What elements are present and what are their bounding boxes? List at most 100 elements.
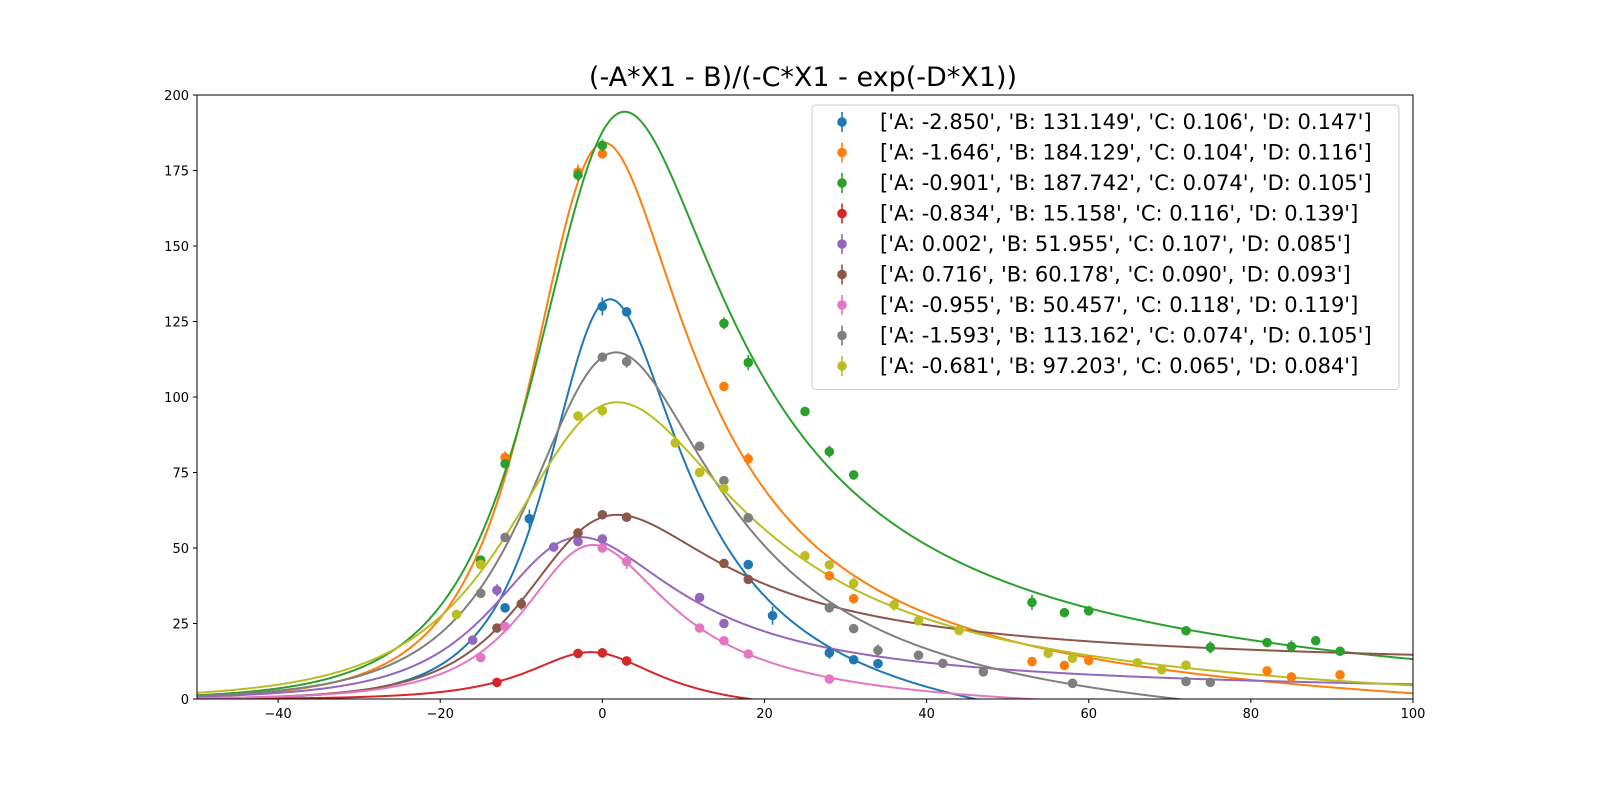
point-marker bbox=[889, 599, 899, 610]
x-tick-label: 0 bbox=[598, 707, 606, 722]
legend-entry: ['A: -0.834', 'B: 15.158', 'C: 0.116', '… bbox=[837, 202, 1358, 226]
point-marker bbox=[873, 645, 883, 656]
data-point bbox=[824, 445, 835, 458]
point-marker bbox=[767, 610, 778, 621]
legend-entry: ['A: -0.681', 'B: 97.203', 'C: 0.065', '… bbox=[837, 354, 1358, 378]
data-point bbox=[1286, 640, 1297, 653]
data-point bbox=[597, 404, 608, 417]
point-marker bbox=[475, 652, 486, 663]
point-marker bbox=[1286, 641, 1297, 652]
point-marker bbox=[597, 405, 608, 416]
data-point bbox=[743, 355, 754, 371]
data-point bbox=[954, 625, 964, 636]
data-point bbox=[1043, 648, 1053, 659]
point-marker bbox=[597, 509, 608, 520]
data-point bbox=[516, 597, 527, 610]
data-point bbox=[500, 532, 510, 543]
legend-label: ['A: 0.716', 'B: 60.178', 'C: 0.090', 'D… bbox=[880, 263, 1351, 287]
data-point bbox=[694, 441, 705, 452]
point-marker bbox=[743, 574, 754, 585]
legend-label: ['A: -0.834', 'B: 15.158', 'C: 0.116', '… bbox=[880, 202, 1358, 226]
data-point bbox=[848, 593, 859, 604]
data-point bbox=[451, 609, 462, 620]
point-marker bbox=[938, 658, 948, 669]
point-marker bbox=[719, 558, 729, 569]
point-marker bbox=[1067, 678, 1078, 689]
point-marker bbox=[800, 406, 810, 417]
point-marker bbox=[1059, 660, 1070, 671]
point-marker bbox=[467, 635, 478, 645]
data-point bbox=[1027, 594, 1037, 610]
data-point bbox=[670, 438, 681, 448]
legend-marker-icon bbox=[837, 300, 847, 310]
y-tick-label: 25 bbox=[172, 618, 189, 633]
data-point bbox=[913, 615, 924, 626]
point-marker bbox=[1262, 666, 1272, 676]
data-point bbox=[1067, 653, 1078, 664]
legend-label: ['A: -2.850', 'B: 131.149', 'C: 0.106', … bbox=[880, 110, 1372, 134]
data-point bbox=[938, 658, 948, 669]
data-point bbox=[492, 677, 502, 688]
data-point bbox=[873, 644, 883, 657]
data-point bbox=[475, 588, 486, 599]
data-point bbox=[621, 355, 632, 368]
x-tick-label: −20 bbox=[426, 707, 453, 722]
data-point bbox=[824, 560, 835, 570]
data-point bbox=[1181, 676, 1191, 687]
legend-entry: ['A: -2.850', 'B: 131.149', 'C: 0.106', … bbox=[837, 110, 1372, 134]
data-point bbox=[548, 542, 559, 552]
point-marker bbox=[1181, 625, 1191, 636]
point-marker bbox=[824, 560, 835, 570]
point-marker bbox=[743, 454, 754, 464]
y-tick-label: 0 bbox=[181, 693, 189, 708]
data-point bbox=[597, 139, 608, 152]
y-axis-ticks: 0 25 50 75 100 125 150 175 200 bbox=[164, 89, 197, 708]
point-marker bbox=[719, 483, 729, 494]
legend-marker-icon bbox=[837, 208, 847, 219]
point-marker bbox=[848, 578, 859, 589]
data-point bbox=[467, 635, 478, 645]
point-marker bbox=[492, 623, 502, 633]
data-point bbox=[719, 618, 729, 629]
data-point bbox=[848, 623, 859, 634]
point-marker bbox=[597, 647, 608, 658]
data-point bbox=[719, 635, 729, 646]
data-point bbox=[573, 648, 583, 659]
legend-label: ['A: -1.646', 'B: 184.129', 'C: 0.104', … bbox=[880, 141, 1372, 165]
data-point bbox=[694, 592, 705, 603]
point-marker bbox=[719, 475, 729, 486]
point-marker bbox=[573, 648, 583, 659]
fit-curve bbox=[197, 543, 1049, 699]
data-point bbox=[719, 483, 729, 494]
point-marker bbox=[1027, 597, 1037, 608]
point-marker bbox=[621, 512, 632, 522]
point-marker bbox=[621, 307, 632, 317]
point-marker bbox=[719, 618, 729, 629]
data-point bbox=[743, 513, 754, 523]
point-marker bbox=[694, 592, 705, 603]
data-point bbox=[621, 656, 632, 666]
point-marker bbox=[1181, 676, 1191, 687]
point-marker bbox=[694, 467, 705, 478]
fit-curves bbox=[197, 110, 1413, 699]
legend: ['A: -2.850', 'B: 131.149', 'C: 0.106', … bbox=[811, 104, 1400, 390]
data-point bbox=[475, 559, 486, 570]
point-marker bbox=[719, 381, 729, 392]
data-point bbox=[492, 584, 502, 597]
legend-marker-icon bbox=[837, 269, 847, 280]
data-point bbox=[824, 570, 835, 581]
x-tick-label: 20 bbox=[756, 707, 773, 722]
legend-entry: ['A: -1.593', 'B: 113.162', 'C: 0.074', … bbox=[837, 324, 1372, 348]
legend-entry: ['A: -0.901', 'B: 187.742', 'C: 0.074', … bbox=[837, 171, 1372, 195]
legend-marker-icon bbox=[837, 117, 847, 127]
data-point bbox=[1205, 677, 1216, 688]
data-point bbox=[1335, 646, 1345, 657]
data-point bbox=[524, 509, 535, 528]
x-axis-ticks: −40 −20 0 20 40 60 80 100 bbox=[264, 699, 1425, 722]
point-marker bbox=[573, 170, 583, 180]
data-point bbox=[573, 168, 583, 182]
point-marker bbox=[1205, 677, 1216, 688]
data-point bbox=[1205, 641, 1216, 654]
x-tick-label: 80 bbox=[1243, 707, 1260, 722]
